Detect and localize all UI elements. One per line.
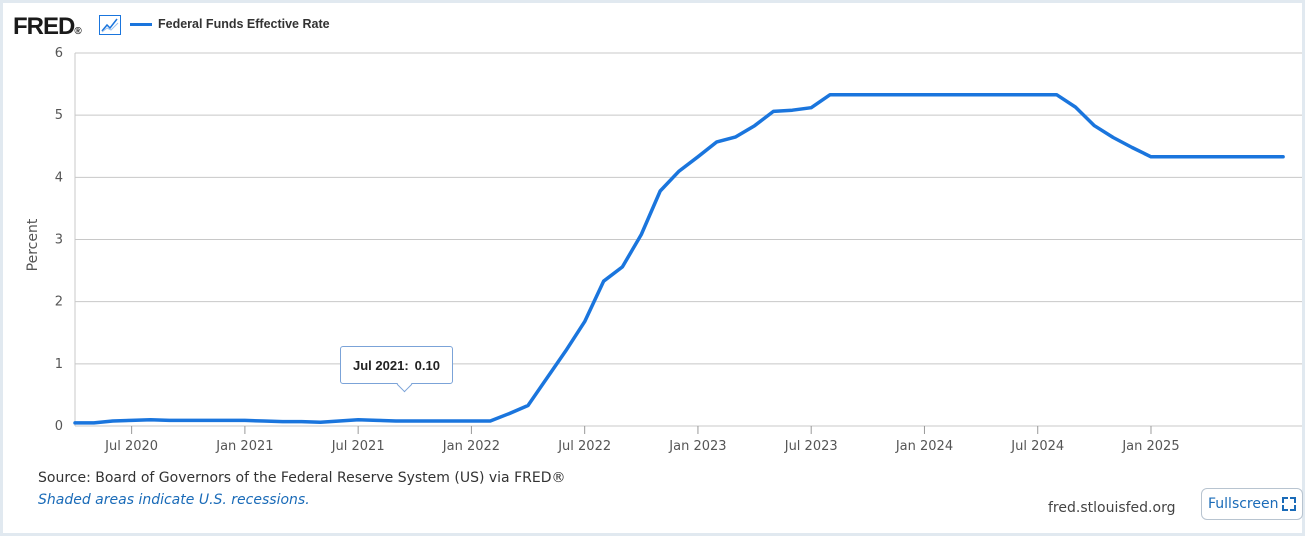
x-tick-label: Jan 2021 <box>215 439 273 454</box>
y-tick-label: 0 <box>55 419 63 434</box>
x-tick-label: Jul 2020 <box>104 439 158 454</box>
tooltip-value: 0.10 <box>414 357 440 373</box>
source-text: Source: Board of Governors of the Federa… <box>38 470 566 486</box>
x-tick-label: Jul 2021 <box>331 439 385 454</box>
line-graph-icon[interactable] <box>99 15 121 35</box>
fullscreen-icon <box>1282 497 1297 511</box>
grid-lines <box>74 52 1302 427</box>
x-tick-label: Jul 2024 <box>1010 439 1064 454</box>
x-tick-label: Jul 2022 <box>557 439 611 454</box>
legend-label: Federal Funds Effective Rate <box>158 17 330 31</box>
y-tick-label: 1 <box>55 357 63 372</box>
recession-note: Shaded areas indicate U.S. recessions. <box>38 492 310 508</box>
x-tick-label: Jan 2024 <box>895 439 953 454</box>
y-tick-label: 5 <box>55 108 63 123</box>
x-tick-label: Jan 2022 <box>442 439 500 454</box>
site-link[interactable]: fred.stlouisfed.org <box>1048 500 1176 516</box>
y-tick-label: 6 <box>55 46 63 61</box>
fred-logo[interactable]: FRED® <box>13 13 82 40</box>
y-tick-label: 2 <box>55 295 63 310</box>
y-tick-labels: 0 1 2 3 4 5 6 <box>55 46 63 434</box>
x-tick-label: Jul 2023 <box>784 439 838 454</box>
series-line[interactable] <box>73 92 1285 425</box>
x-tick-labels: Jul 2020 Jan 2021 Jul 2021 Jan 2022 Jul 2022… <box>104 426 1180 454</box>
x-tick-label: Jan 2025 <box>1121 439 1179 454</box>
tooltip-date: Jul 2021: <box>353 357 409 373</box>
series-lines <box>73 92 1285 425</box>
y-axis-label: Percent <box>25 218 41 272</box>
line-chart[interactable]: 0 1 2 3 4 5 6 Jul 2020 Jan 2021 Jul 2021 Jan 2022… <box>3 3 1302 533</box>
y-tick-label: 3 <box>55 233 63 248</box>
data-tooltip: Jul 2021: 0.10 <box>340 346 453 384</box>
legend[interactable]: Federal Funds Effective Rate <box>130 17 330 31</box>
chart-frame: 0 1 2 3 4 5 6 Jul 2020 Jan 2021 Jul 2021 Jan 2022… <box>3 3 1304 533</box>
fullscreen-label: Fullscreen <box>1208 496 1279 512</box>
x-tick-label: Jan 2023 <box>668 439 726 454</box>
y-tick-label: 4 <box>55 170 63 185</box>
legend-swatch <box>130 22 152 26</box>
fullscreen-button[interactable]: Fullscreen <box>1201 488 1304 520</box>
